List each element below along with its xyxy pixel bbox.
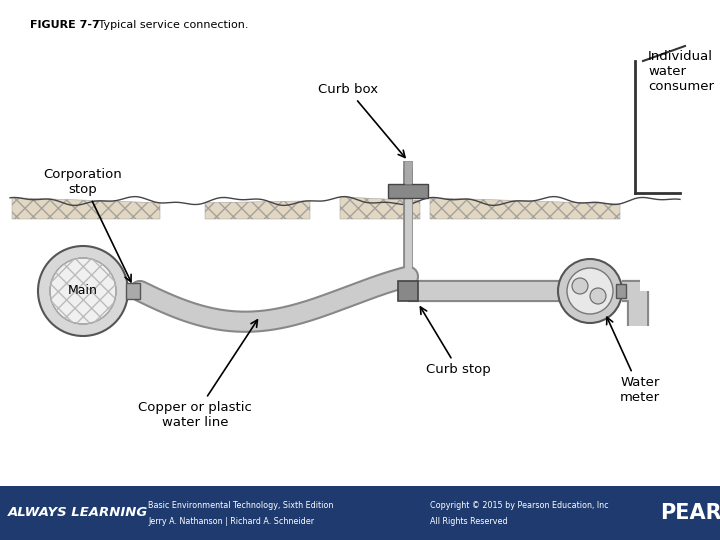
Text: Typical service connection.: Typical service connection. [88, 20, 248, 30]
Text: Main: Main [68, 285, 98, 298]
Polygon shape [205, 201, 310, 219]
Text: Individual
water
consumer: Individual water consumer [648, 50, 714, 93]
Text: ALWAYS LEARNING: ALWAYS LEARNING [8, 507, 148, 519]
Polygon shape [340, 197, 420, 219]
Bar [616, 284, 626, 298]
Circle shape [38, 246, 128, 336]
Circle shape [590, 288, 606, 304]
Circle shape [567, 268, 613, 314]
Text: PEARSON: PEARSON [660, 503, 720, 523]
Text: Jerry A. Nathanson | Richard A. Schneider: Jerry A. Nathanson | Richard A. Schneide… [148, 517, 314, 526]
Bar [388, 184, 428, 198]
Circle shape [558, 259, 622, 323]
Text: Water
meter: Water meter [607, 317, 660, 404]
Text: Copper or plastic
water line: Copper or plastic water line [138, 320, 258, 429]
Bar [398, 281, 418, 301]
Text: Basic Environmental Technology, Sixth Edition: Basic Environmental Technology, Sixth Ed… [148, 501, 333, 510]
Circle shape [50, 258, 116, 324]
Text: Curb stop: Curb stop [420, 307, 490, 376]
Polygon shape [12, 198, 160, 219]
Polygon shape [430, 198, 620, 219]
Text: Copyright © 2015 by Pearson Education, Inc: Copyright © 2015 by Pearson Education, I… [430, 501, 608, 510]
Text: All Rights Reserved: All Rights Reserved [430, 517, 508, 526]
Text: Curb box: Curb box [318, 83, 405, 158]
Text: FIGURE 7-7: FIGURE 7-7 [30, 20, 100, 30]
Text: Corporation
stop: Corporation stop [44, 168, 131, 282]
Circle shape [572, 278, 588, 294]
Bar [126, 283, 140, 299]
